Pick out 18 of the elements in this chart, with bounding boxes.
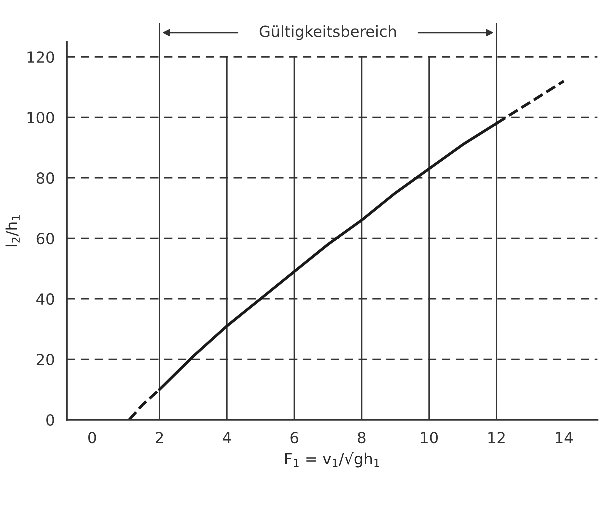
x-tick-label: 0 xyxy=(88,432,96,444)
y-tick-label: 120 xyxy=(28,52,54,64)
y-axis-title: l$_{2}$/h$_{1}$ xyxy=(6,216,20,247)
text: Gültigkeitsbereich xyxy=(260,26,396,40)
x-tick-label: 2 xyxy=(156,432,164,444)
x-tick-label: 8 xyxy=(358,432,366,444)
x-tick-label: 14 xyxy=(556,432,573,444)
x-tick-label: 10 xyxy=(421,432,438,444)
x-tick-label: 12 xyxy=(488,432,505,444)
y-tick-label: 60 xyxy=(36,233,54,245)
x-tick-label: 6 xyxy=(290,432,298,444)
x-tick-label: 4 xyxy=(223,432,232,444)
y-tick-label: 40 xyxy=(36,294,54,306)
y-tick-label: 20 xyxy=(36,354,54,366)
y-tick-label: 0 xyxy=(46,414,54,426)
x-axis-title: F$_{1}$ = v$_{1}$/√gh$_{1}$ xyxy=(286,452,380,468)
y-tick-label: 100 xyxy=(28,112,54,124)
y-tick-label: 80 xyxy=(36,172,54,184)
